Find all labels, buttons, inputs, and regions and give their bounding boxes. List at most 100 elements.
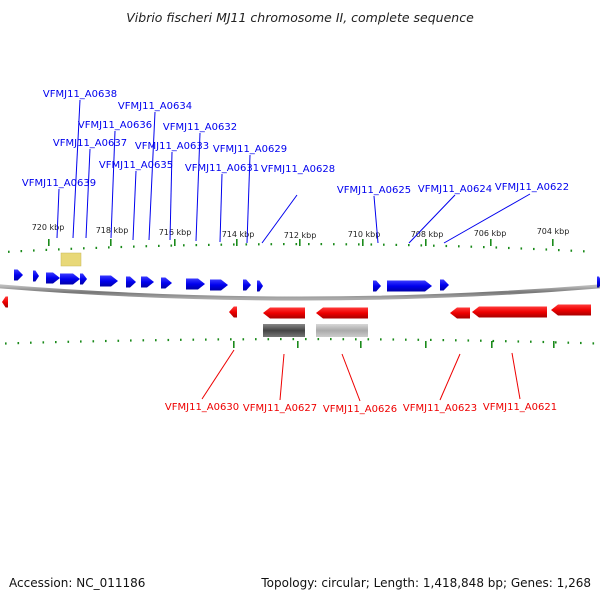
forward-gene-arrow[interactable] <box>100 275 118 287</box>
forward-gene-arrow[interactable] <box>161 277 172 289</box>
forward-gene-label[interactable]: VFMJ11_A0631 <box>185 163 259 174</box>
tick-dot <box>267 338 270 341</box>
tick-dot <box>142 339 145 342</box>
reverse-gene-label[interactable]: VFMJ11_A0630 <box>165 402 239 413</box>
leader-line <box>110 130 116 239</box>
reverse-features <box>2 296 591 319</box>
reverse-gene-arrow[interactable] <box>450 307 470 319</box>
tick-dot <box>17 342 20 345</box>
tick-dot <box>105 339 107 343</box>
highlight-feature <box>60 252 82 267</box>
tick-dot <box>217 338 220 341</box>
tick-dot <box>92 340 95 343</box>
major-tick <box>299 239 301 246</box>
forward-gene-arrow[interactable] <box>60 273 80 285</box>
tick-dot <box>442 339 445 342</box>
tick-dot <box>192 338 195 341</box>
forward-gene-arrow[interactable] <box>80 273 87 285</box>
tick-dot <box>417 338 420 341</box>
reverse-gene-arrow[interactable] <box>263 307 305 319</box>
forward-gene-arrow[interactable] <box>14 269 23 281</box>
forward-gene-arrow[interactable] <box>46 272 60 284</box>
forward-gene-label[interactable]: VFMJ11_A0634 <box>118 101 192 112</box>
reverse-gene-arrow[interactable] <box>551 304 591 316</box>
tick-dot <box>580 341 582 345</box>
leader-line <box>279 353 285 401</box>
tick-dot <box>383 243 385 246</box>
reverse-gene-arrow[interactable] <box>472 306 547 318</box>
forward-gene-arrow[interactable] <box>243 279 251 291</box>
forward-gene-arrow[interactable] <box>597 276 600 288</box>
reverse-gene-label[interactable]: VFMJ11_A0623 <box>403 403 477 414</box>
forward-gene-arrow[interactable] <box>373 280 381 292</box>
forward-gene-label[interactable]: VFMJ11_A0637 <box>53 138 127 149</box>
tick-dot <box>155 339 157 342</box>
scale-tick-label: 720 kbp <box>32 223 65 232</box>
tick-dot <box>583 250 585 253</box>
tick-dot <box>70 247 73 250</box>
forward-gene-arrow[interactable] <box>257 280 263 292</box>
sequence-summary: Topology: circular; Length: 1,418,848 bp… <box>261 576 591 590</box>
tick-dot <box>20 250 23 253</box>
forward-gene-arrow[interactable] <box>210 279 228 291</box>
tick-dot <box>258 243 260 246</box>
tick-dot <box>67 340 70 343</box>
tick-dot <box>183 244 185 247</box>
scale-tick-label: 710 kbp <box>348 230 381 239</box>
tick-dot <box>167 338 170 342</box>
leader-line <box>341 353 361 402</box>
tick-dot <box>467 339 470 342</box>
tick-dot <box>45 248 48 251</box>
tick-dot <box>520 247 523 250</box>
tick-dot <box>533 247 535 251</box>
forward-gene-label[interactable]: VFMJ11_A0636 <box>78 120 152 131</box>
forward-gene-arrow[interactable] <box>126 276 136 288</box>
tick-dot <box>305 338 307 341</box>
forward-gene-label[interactable]: VFMJ11_A0635 <box>99 160 173 171</box>
reverse-gene-arrow[interactable] <box>229 306 237 318</box>
forward-gene-label[interactable]: VFMJ11_A0622 <box>495 182 569 193</box>
tick-dot <box>558 249 560 252</box>
forward-gene-label[interactable]: VFMJ11_A0638 <box>43 89 117 100</box>
reverse-gene-label[interactable]: VFMJ11_A0627 <box>243 403 317 414</box>
reverse-gene-labels: VFMJ11_A0630 VFMJ11_A0627 VFMJ11_A0626 VFMJ… <box>165 349 557 415</box>
tick-dot <box>395 243 398 246</box>
tick-dot <box>170 244 173 247</box>
tick-dot <box>130 339 132 342</box>
reverse-gene-label[interactable]: VFMJ11_A0621 <box>483 402 557 413</box>
forward-gene-label[interactable]: VFMJ11_A0633 <box>135 141 209 152</box>
forward-gene-label[interactable]: VFMJ11_A0624 <box>418 184 492 195</box>
tick-dot <box>317 338 320 341</box>
scale-tick-label: 708 kbp <box>411 230 444 239</box>
forward-gene-label[interactable]: VFMJ11_A0629 <box>213 144 287 155</box>
outer-tick-row <box>8 239 585 253</box>
tick-dot <box>158 244 160 247</box>
major-tick <box>425 239 427 246</box>
forward-gene-label[interactable]: VFMJ11_A0632 <box>163 122 237 133</box>
leader-line <box>443 193 531 244</box>
rrna-feature-light <box>316 324 368 337</box>
forward-gene-arrow[interactable] <box>440 279 449 291</box>
tick-dot <box>320 243 323 246</box>
tick-dot <box>408 244 410 247</box>
forward-gene-arrow[interactable] <box>387 280 432 292</box>
forward-gene-arrow[interactable] <box>33 270 39 282</box>
tick-dot <box>355 338 357 341</box>
forward-gene-label[interactable]: VFMJ11_A0628 <box>261 164 335 175</box>
tick-dot <box>342 338 345 341</box>
forward-gene-label[interactable]: VFMJ11_A0625 <box>337 185 411 196</box>
forward-gene-arrow[interactable] <box>186 278 205 290</box>
reverse-gene-arrow[interactable] <box>2 296 8 308</box>
tick-dot <box>180 338 182 341</box>
major-tick <box>362 239 364 246</box>
reverse-gene-label[interactable]: VFMJ11_A0626 <box>323 404 397 415</box>
tick-dot <box>270 243 273 246</box>
forward-gene-arrow[interactable] <box>141 276 154 288</box>
tick-dot <box>495 246 498 249</box>
leader-line <box>148 111 156 241</box>
reverse-gene-arrow[interactable] <box>316 307 368 319</box>
forward-gene-label[interactable]: VFMJ11_A0639 <box>22 178 96 189</box>
tick-dot <box>380 338 382 341</box>
major-tick <box>174 239 176 246</box>
